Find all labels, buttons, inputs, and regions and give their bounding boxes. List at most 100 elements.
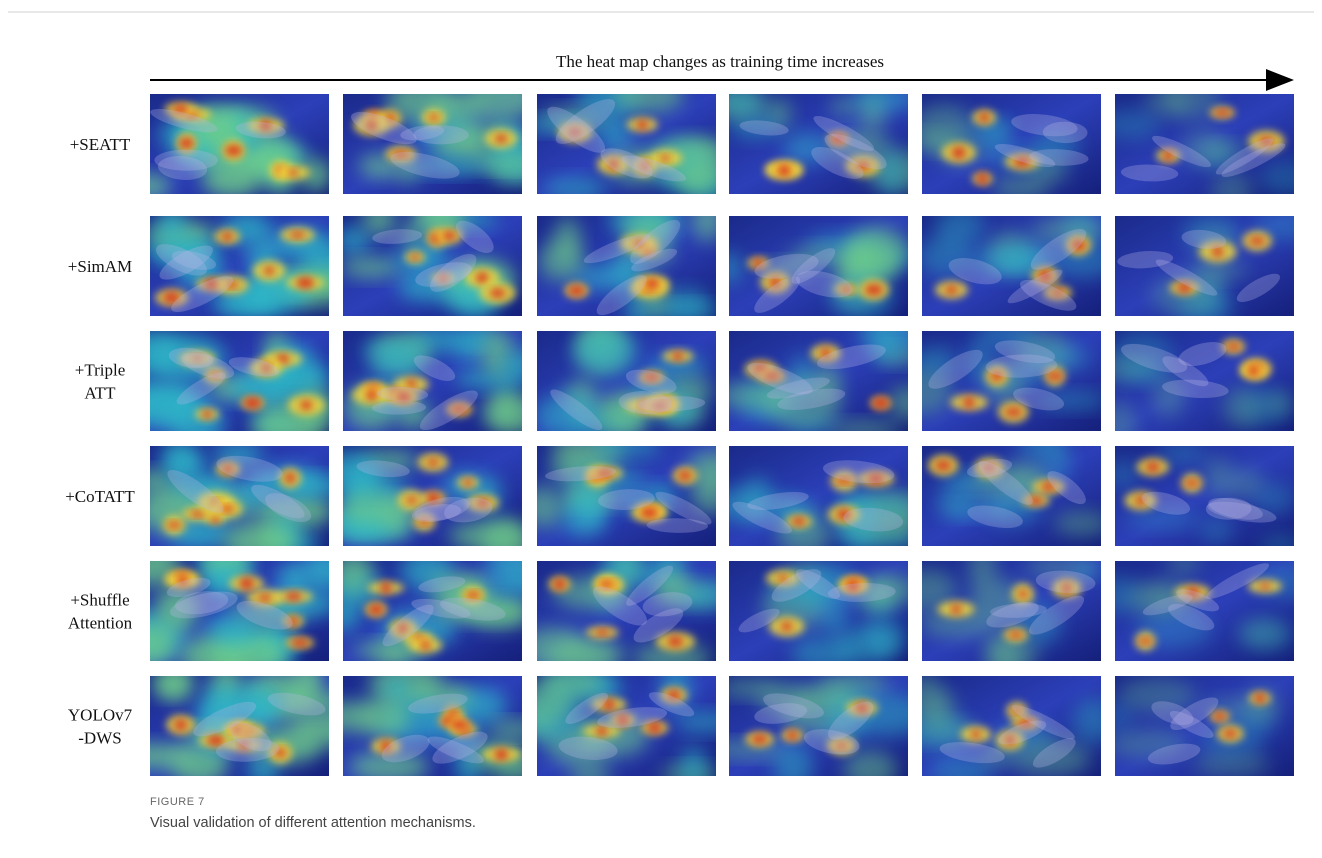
- heatmap-tile: [343, 76, 557, 194]
- heatmap-tile: [918, 206, 1117, 317]
- heat-blob: [1108, 460, 1136, 488]
- heat-blob: [1158, 443, 1205, 465]
- hot-core: [203, 410, 212, 418]
- heatmap-tile: [536, 322, 716, 439]
- heat-blob: [844, 751, 897, 790]
- hot-core: [1019, 590, 1027, 598]
- heatmap-tile: [922, 431, 1110, 546]
- hot-core: [865, 284, 883, 295]
- heat-blob: [791, 637, 857, 672]
- heatmap-tile: [524, 432, 744, 546]
- arrow-head: [1266, 69, 1294, 91]
- heat-blob: [1211, 172, 1252, 212]
- heat-blob: [888, 386, 926, 419]
- hot-core: [495, 749, 508, 761]
- hot-core: [476, 272, 488, 283]
- hot-core: [175, 719, 187, 730]
- hot-core: [1214, 109, 1230, 116]
- heatmap-tile: [899, 674, 1115, 788]
- hot-core: [872, 397, 888, 408]
- hot-core: [291, 639, 308, 647]
- hot-core: [781, 622, 791, 631]
- hot-core: [1214, 712, 1226, 720]
- heatmap-tile: [510, 663, 736, 787]
- hot-core: [450, 720, 468, 730]
- hot-core: [1146, 462, 1159, 472]
- heat-blob: [247, 758, 278, 783]
- hot-core: [977, 173, 988, 184]
- heatmap-tile: [898, 545, 1101, 679]
- hot-core: [421, 640, 429, 650]
- hot-core: [787, 731, 797, 741]
- heat-blob: [543, 178, 606, 200]
- heat-blob: [158, 665, 193, 700]
- heat-blob: [1102, 402, 1137, 445]
- heatmap-tile: [892, 320, 1107, 431]
- heat-blob: [1260, 161, 1322, 195]
- hot-core: [428, 459, 439, 466]
- row-label: -DWS: [78, 729, 121, 748]
- heat-blob: [716, 253, 743, 284]
- hot-core: [406, 497, 416, 504]
- arrow-text: The heat map changes as training time in…: [556, 52, 884, 71]
- heat-blob: [1054, 511, 1110, 535]
- hot-core: [553, 578, 565, 590]
- hot-core: [225, 145, 242, 156]
- heat-blob: [1166, 552, 1200, 574]
- heat-blob: [1101, 110, 1159, 140]
- row-label: +CoTATT: [65, 487, 135, 506]
- heatmap-tile: [136, 441, 345, 563]
- hot-core: [381, 582, 390, 594]
- heat-blob: [828, 421, 900, 438]
- hot-core: [466, 592, 480, 599]
- heatmap-tile: [118, 331, 335, 448]
- heat-blob: [484, 396, 546, 434]
- heat-blob: [593, 437, 661, 456]
- hot-core: [979, 113, 989, 123]
- hot-core: [244, 397, 262, 409]
- hot-core: [952, 147, 966, 159]
- heat-blob: [1260, 535, 1302, 557]
- heat-blob: [303, 548, 348, 591]
- heat-blob: [993, 175, 1049, 201]
- caption-label: FIGURE 7: [150, 796, 205, 808]
- heat-blob: [851, 85, 918, 111]
- hot-core: [258, 595, 272, 602]
- hot-core: [296, 277, 314, 289]
- hot-core: [411, 254, 420, 260]
- row-label: ATT: [84, 384, 116, 403]
- heat-blob: [547, 637, 625, 673]
- hot-core: [595, 629, 609, 635]
- heat-blob: [1204, 457, 1231, 497]
- row-label: +SEATT: [70, 135, 131, 154]
- hot-core: [668, 636, 683, 646]
- hot-core: [1139, 638, 1152, 644]
- hot-core: [464, 479, 472, 487]
- hot-core: [367, 389, 377, 401]
- heat-blob: [490, 720, 540, 736]
- hot-core: [936, 461, 952, 471]
- hot-core: [495, 134, 507, 142]
- hot-core: [301, 400, 312, 410]
- heat-blob: [115, 744, 189, 768]
- heatmap-tile: [115, 657, 368, 784]
- hot-core: [1185, 480, 1199, 487]
- hot-core: [1250, 237, 1265, 245]
- heatmap-tile: [145, 209, 361, 319]
- heat-blob: [1125, 510, 1199, 529]
- heatmap-tile: [115, 544, 348, 679]
- hot-core: [778, 165, 791, 176]
- leaf-shape: [413, 125, 468, 144]
- heat-blob: [1239, 619, 1293, 652]
- heat-blob: [482, 519, 532, 567]
- heat-blob: [570, 764, 611, 785]
- hot-core: [645, 279, 659, 289]
- heatmap-tile: [519, 545, 739, 674]
- hot-core: [647, 723, 661, 733]
- heatmap-tile: [307, 446, 531, 567]
- heatmap-tile: [1083, 331, 1294, 445]
- hot-core: [673, 352, 683, 361]
- heatmap-tile: [337, 193, 522, 319]
- heat-blob: [936, 206, 984, 246]
- hot-core: [972, 730, 980, 738]
